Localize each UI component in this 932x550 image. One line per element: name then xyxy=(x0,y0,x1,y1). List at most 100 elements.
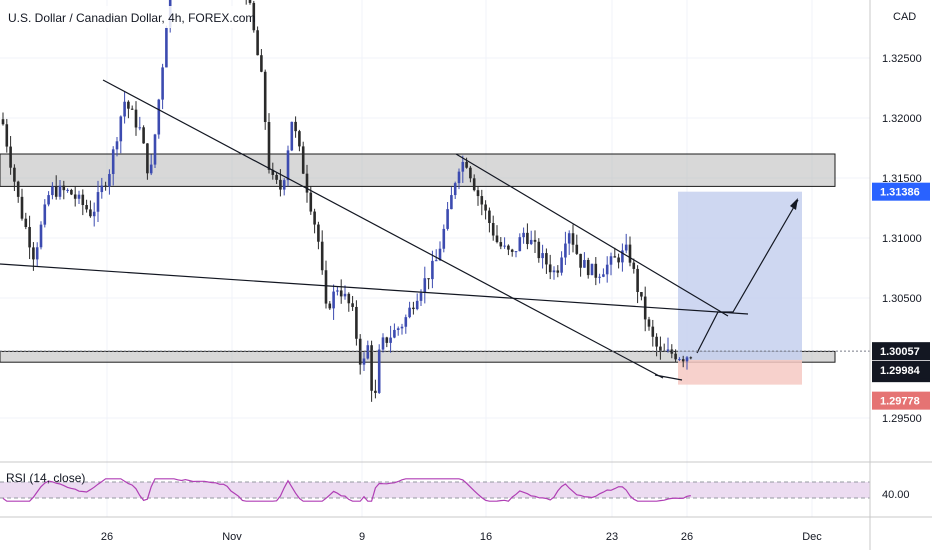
candle-body-down xyxy=(81,194,85,206)
candle-body-down xyxy=(636,268,639,293)
price-tag-label-stop: 1.29778 xyxy=(880,396,920,408)
candle-body-down xyxy=(579,253,582,268)
candle-body-down xyxy=(659,346,662,351)
candle-body-down xyxy=(263,71,267,122)
candle-body-up xyxy=(157,99,161,135)
candle-body-up xyxy=(590,263,594,276)
candle-body-up xyxy=(666,349,670,352)
candle-body-up xyxy=(66,189,69,191)
time-tick-label: 26 xyxy=(101,531,113,543)
candle-body-up xyxy=(453,183,457,196)
time-tick-label: 26 xyxy=(681,531,693,543)
candle-body-up xyxy=(393,329,396,338)
candle-body-down xyxy=(313,211,316,225)
candle-body-down xyxy=(412,307,415,310)
price-tick-label: 1.31500 xyxy=(882,173,922,185)
projection-path xyxy=(696,199,799,354)
candle-body-down xyxy=(385,337,389,343)
candle-body-down xyxy=(16,181,20,197)
candle-body-up xyxy=(415,300,419,310)
candle-body-down xyxy=(643,296,647,320)
candle-body-down xyxy=(347,293,351,304)
candle-body-down xyxy=(9,146,12,168)
candle-body-up xyxy=(47,195,50,205)
candle-body-down xyxy=(586,259,590,276)
candle-body-up xyxy=(567,233,571,244)
candle-body-down xyxy=(632,262,636,269)
candle-body-up xyxy=(51,186,54,196)
candle-body-up xyxy=(529,239,533,245)
candle-body-down xyxy=(20,196,24,219)
candle-body-down xyxy=(24,218,28,228)
candle-body-down xyxy=(488,210,491,224)
candle-body-down xyxy=(54,186,58,197)
candle-body-down xyxy=(674,353,677,360)
price-tag-label-entry: 1.29984 xyxy=(880,365,921,377)
candle-body-up xyxy=(431,260,434,280)
candle-body-down xyxy=(472,178,476,191)
candle-body-down xyxy=(647,319,651,327)
price-tag-label-current: 1.30057 xyxy=(880,346,920,358)
trendline-support xyxy=(0,263,749,315)
candle-body-up xyxy=(621,250,624,263)
candle-body-down xyxy=(252,2,256,31)
candle-body-up xyxy=(43,204,47,225)
zone-resistance xyxy=(0,153,836,187)
time-tick-label: Dec xyxy=(802,531,822,543)
candle-body-up xyxy=(446,209,449,229)
candle-body-down xyxy=(70,189,73,195)
candle-body-down xyxy=(507,245,510,250)
time-axis[interactable]: 26 Nov 9 16 23 26 Dec xyxy=(101,531,822,543)
candle-body-down xyxy=(533,239,537,242)
candle-body-down xyxy=(142,127,145,144)
candle-body-up xyxy=(286,150,290,181)
candle-body-down xyxy=(339,290,343,297)
position-target-zone xyxy=(678,191,802,360)
candle-body-up xyxy=(111,149,115,175)
candle-body-down xyxy=(628,244,632,263)
candle-body-down xyxy=(294,121,297,132)
candle-body-up xyxy=(560,257,563,273)
candle-body-down xyxy=(62,185,66,191)
candle-body-down xyxy=(267,121,271,170)
rsi-layer xyxy=(0,478,870,502)
candle-body-up xyxy=(123,101,126,117)
candle-body-up xyxy=(514,251,518,253)
candle-body-up xyxy=(282,180,286,190)
channel-upper-line xyxy=(455,153,729,317)
candle-body-up xyxy=(39,224,43,248)
candle-body-down xyxy=(469,167,472,179)
candle-body-down xyxy=(320,241,324,271)
price-tick-label: 1.30500 xyxy=(882,293,922,305)
candle-body-up xyxy=(602,274,605,277)
candle-body-up xyxy=(96,192,100,212)
candle-body-down xyxy=(351,303,354,307)
candle-body-down xyxy=(260,55,263,72)
candle-body-up xyxy=(389,337,392,343)
candle-body-down xyxy=(681,359,685,362)
candle-layer xyxy=(1,0,693,402)
candle-body-up xyxy=(336,290,339,292)
candle-body-up xyxy=(442,228,446,249)
price-axis[interactable]: CAD 1.32500 1.32000 1.31500 1.31000 1.30500 1… xyxy=(882,11,922,501)
candle-body-up xyxy=(366,345,370,359)
candle-body-up xyxy=(438,248,442,261)
candle-body-up xyxy=(149,164,153,174)
candle-body-down xyxy=(256,30,259,56)
price-tag-current xyxy=(872,342,930,361)
candle-body-up xyxy=(138,127,142,129)
candle-body-down xyxy=(545,253,548,265)
candle-body-down xyxy=(328,303,332,309)
candle-body-up xyxy=(624,244,628,251)
candle-body-up xyxy=(450,195,453,210)
candle-body-up xyxy=(153,134,157,165)
candle-body-up xyxy=(552,270,556,273)
candle-body-down xyxy=(617,257,620,263)
candle-body-down xyxy=(130,108,134,110)
candle-body-down xyxy=(575,244,579,254)
price-tag-label-target: 1.31386 xyxy=(880,187,920,199)
candle-body-up xyxy=(377,349,381,393)
candle-body-down xyxy=(613,256,617,258)
candle-body-down xyxy=(491,223,495,236)
currency-label: CAD xyxy=(893,11,916,23)
